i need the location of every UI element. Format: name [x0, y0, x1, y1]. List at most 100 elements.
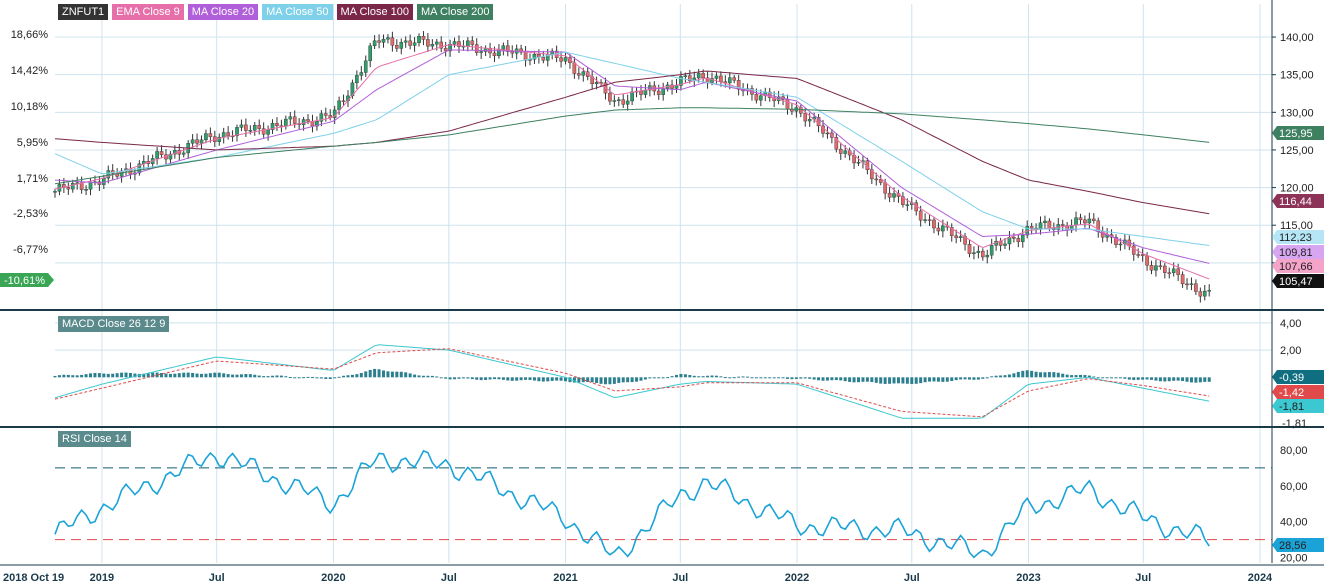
macd-hist-bar	[444, 377, 448, 379]
macd-hist-bar	[843, 377, 847, 382]
rsi-panel-label[interactable]: RSI Close 14	[58, 431, 131, 447]
macd-hist-bar	[857, 377, 861, 383]
macd-hist-bar	[191, 372, 195, 378]
candle	[1163, 263, 1167, 279]
macd-hist-bar	[1030, 370, 1034, 378]
macd-hist-bar	[732, 377, 736, 379]
legend-ema-9[interactable]: EMA Close 9	[112, 4, 184, 20]
candle	[417, 33, 421, 47]
candle	[57, 178, 62, 196]
macd-hist-bar	[706, 375, 710, 378]
candle	[856, 155, 861, 166]
candle	[559, 51, 563, 68]
candle	[84, 185, 88, 196]
macd-hist-bar	[128, 372, 132, 378]
macd-hist-bar	[532, 377, 536, 381]
macd-hist-bar	[57, 375, 61, 378]
candle	[221, 127, 226, 144]
pct-tick-label: 10,18%	[11, 101, 49, 113]
macd-hist-bar	[581, 377, 585, 383]
macd-hist-bar	[728, 377, 732, 379]
candle	[656, 84, 661, 100]
candle	[630, 87, 634, 106]
macd-hist-bar	[1172, 377, 1176, 381]
candle	[807, 112, 812, 127]
legend-ma-100[interactable]: MA Close 100	[336, 4, 413, 20]
time-tick-label: Jul	[209, 572, 225, 584]
price-tick-label: 115,00	[1280, 220, 1313, 232]
candle	[1171, 262, 1176, 277]
candle	[97, 176, 102, 191]
candle	[670, 79, 674, 95]
candle	[386, 34, 390, 44]
macd-hist-bar	[102, 373, 106, 378]
macd-hist-bar	[1065, 374, 1069, 378]
macd-panel-label[interactable]: MACD Close 26 12 9	[58, 316, 170, 332]
candle	[1056, 218, 1061, 235]
candle	[110, 164, 115, 180]
legend-ticker[interactable]: ZNFUT1	[58, 4, 109, 20]
macd-hist-bar	[590, 377, 594, 383]
macd-badge-label: -1,42	[1279, 387, 1304, 399]
price-badge: 125,95	[1272, 126, 1324, 140]
macd-hist-bar	[741, 376, 745, 378]
price-badge-label: 109,81	[1279, 247, 1313, 259]
candle	[239, 119, 244, 132]
macd-hist-bar	[976, 377, 980, 380]
legend-ma-200[interactable]: MA Close 200	[417, 4, 494, 20]
macd-hist-bar	[421, 375, 425, 378]
legend-ma-50[interactable]: MA Close 50	[262, 4, 333, 20]
candle	[252, 122, 257, 136]
pct-tick-label: 5,95%	[17, 137, 48, 149]
macd-hist-bar	[1070, 375, 1074, 378]
candle	[128, 162, 133, 180]
macd-hist-bar	[990, 376, 994, 378]
macd-hist-bar	[475, 377, 479, 380]
macd-hist-bar	[759, 377, 763, 379]
price-badge-label: 125,95	[1279, 128, 1313, 140]
macd-hist-bar	[754, 377, 758, 379]
macd-hist-bar	[723, 377, 727, 379]
macd-hist-bar	[417, 375, 421, 378]
macd-hist-bar	[541, 377, 545, 382]
macd-hist-bar	[1181, 377, 1185, 382]
macd-hist-bar	[950, 377, 954, 382]
macd-hist-bar	[217, 372, 221, 378]
candle	[181, 147, 186, 158]
candle	[1180, 271, 1185, 288]
candle	[985, 249, 990, 264]
indicator-legend: ZNFUT1 EMA Close 9 MA Close 20 MA Close …	[58, 4, 494, 20]
candle	[412, 37, 417, 52]
macd-hist-bar	[168, 373, 172, 378]
macd-hist-bar	[896, 377, 900, 384]
macd-hist-bar	[461, 377, 465, 379]
macd-hist-bar	[683, 374, 687, 378]
macd-hist-bar	[1203, 377, 1207, 382]
candle	[1136, 248, 1140, 258]
legend-ma-20[interactable]: MA Close 20	[187, 4, 259, 20]
candle	[732, 74, 737, 84]
candle	[470, 36, 475, 51]
candle	[625, 94, 630, 111]
macd-hist-bar	[84, 374, 88, 378]
rsi-badge: 28,56	[1272, 538, 1324, 552]
macd-hist-bar	[750, 377, 754, 379]
candle	[870, 164, 874, 184]
macd-hist-bar	[457, 377, 461, 379]
candle	[932, 216, 936, 234]
candle	[936, 222, 941, 236]
candle	[852, 150, 856, 169]
candle	[155, 146, 159, 165]
macd-hist-bar	[524, 377, 528, 380]
time-tick-label: 2024	[1248, 572, 1273, 584]
candle	[887, 187, 892, 203]
price-tick-label: 130,00	[1280, 107, 1314, 119]
macd-badge-label: -0,39	[1279, 372, 1304, 384]
candle	[541, 50, 546, 64]
macd-hist-bar	[1167, 377, 1171, 382]
candle	[923, 213, 927, 224]
candle	[714, 72, 719, 85]
macd-hist-bar	[448, 377, 452, 380]
rsi-tick-label: 80,00	[1280, 445, 1308, 457]
macd-hist-bar	[621, 377, 625, 383]
